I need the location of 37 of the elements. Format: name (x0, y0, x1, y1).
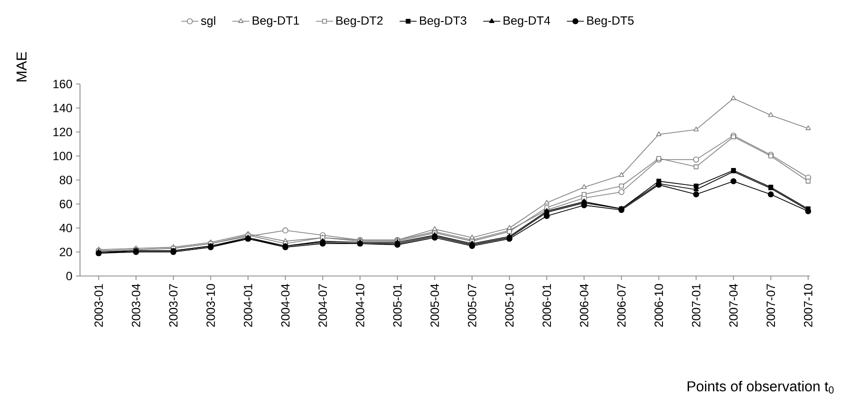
x-tick-label: 2006-10 (654, 284, 664, 327)
x-tick-label: 2004-01 (244, 284, 252, 327)
x-tick-label: 2004-07 (318, 284, 327, 327)
x-tick-label: 2006-01 (542, 284, 551, 327)
y-tick-label: 0 (66, 272, 72, 280)
x-tick-label: 2006-04 (580, 284, 588, 327)
x-tick-label: 2004-10 (356, 284, 364, 327)
y-tick-label: 40 (59, 224, 72, 232)
y-tick-label: 160 (53, 80, 72, 88)
legend-label: Beg-DT2 (336, 16, 383, 28)
legend-label: sgl (201, 16, 216, 28)
x-tick-label: 2005-10 (505, 284, 514, 327)
y-tick-label: 100 (53, 152, 72, 160)
x-tick-label: 2007-10 (804, 284, 812, 327)
x-tick-label: 2007-04 (729, 284, 738, 327)
y-tick-label: 120 (53, 128, 72, 136)
legend-label: Beg-DT3 (420, 16, 466, 28)
x-tick-label: 2005-04 (430, 284, 439, 327)
legend-label: Beg-DT5 (587, 16, 634, 28)
y-tick-label: 20 (60, 248, 72, 256)
x-tick-label: 2007-07 (766, 284, 776, 327)
y-tick-label: 80 (60, 176, 72, 184)
y-axis-title: MAE (16, 52, 26, 82)
x-tick-label: 2003-04 (132, 284, 140, 327)
y-tick-label: 60 (60, 200, 72, 208)
x-tick-label: 2003-01 (94, 284, 103, 327)
legend-label: Beg-DT4 (504, 16, 550, 28)
x-axis-title: Points of observation t$_{0}$ (688, 380, 834, 394)
x-tick-label: 2005-01 (393, 284, 402, 327)
x-tick-label: 2007-01 (692, 284, 700, 327)
x-tick-label: 2006-07 (617, 284, 626, 327)
y-tick-label: 140 (53, 104, 72, 112)
x-tick-label: 2003-07 (169, 284, 178, 327)
x-tick-label: 2004-04 (281, 284, 290, 327)
x-tick-label: 2003-10 (206, 284, 215, 327)
x-tick-label: 2005-07 (468, 284, 476, 327)
legend-label: Beg-DT1 (252, 16, 300, 28)
